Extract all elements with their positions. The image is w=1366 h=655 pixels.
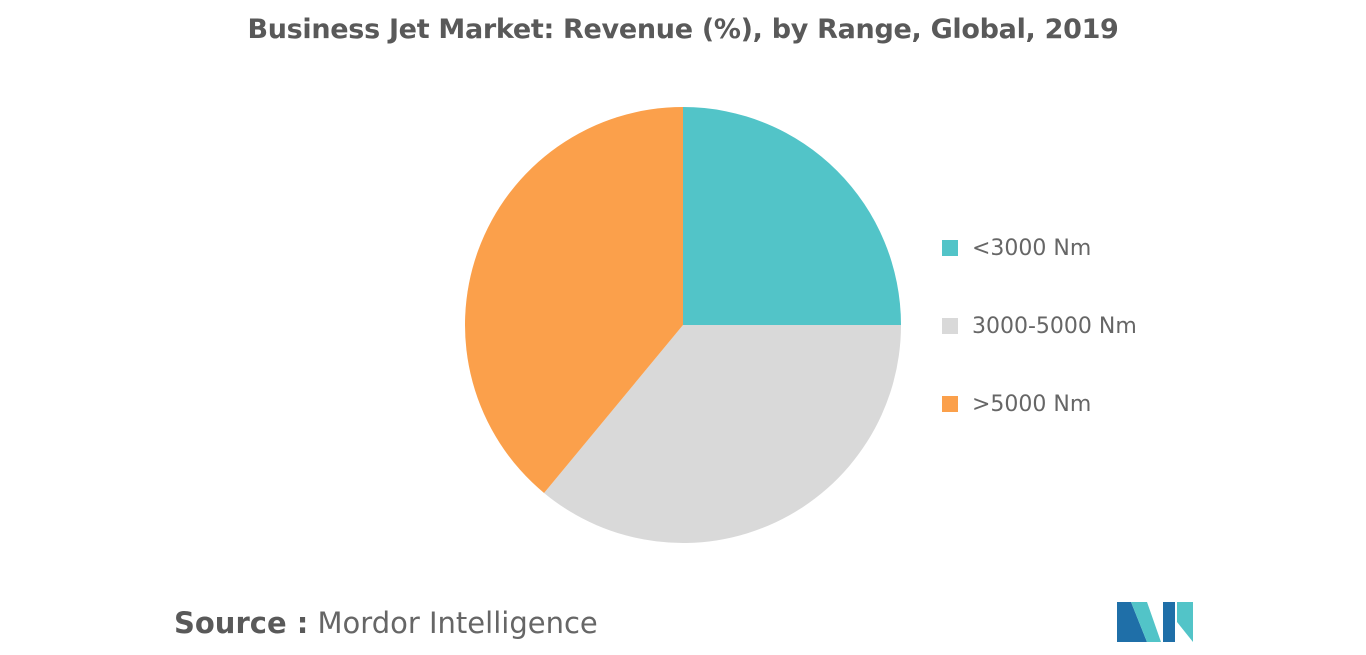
legend-swatch-3000-5000 <box>942 318 958 334</box>
logo-shape-right-a <box>1163 602 1175 642</box>
pie-slice-under-3000 <box>683 107 901 325</box>
legend-label-3000-5000: 3000-5000 Nm <box>972 314 1137 339</box>
logo-shape-right-b <box>1177 602 1193 642</box>
source-key: Source : <box>174 606 308 640</box>
legend-item-3000-5000: 3000-5000 Nm <box>942 306 1137 346</box>
legend-label-under-3000: <3000 Nm <box>972 236 1091 261</box>
legend: <3000 Nm 3000-5000 Nm >5000 Nm <box>942 228 1137 462</box>
source-note: Source : Mordor Intelligence <box>174 606 598 640</box>
source-value: Mordor Intelligence <box>318 606 598 640</box>
legend-label-over-5000: >5000 Nm <box>972 392 1091 417</box>
mordor-intelligence-logo-icon <box>1117 602 1193 642</box>
legend-item-under-3000: <3000 Nm <box>942 228 1137 268</box>
legend-swatch-over-5000 <box>942 396 958 412</box>
legend-swatch-under-3000 <box>942 240 958 256</box>
legend-item-over-5000: >5000 Nm <box>942 384 1137 424</box>
